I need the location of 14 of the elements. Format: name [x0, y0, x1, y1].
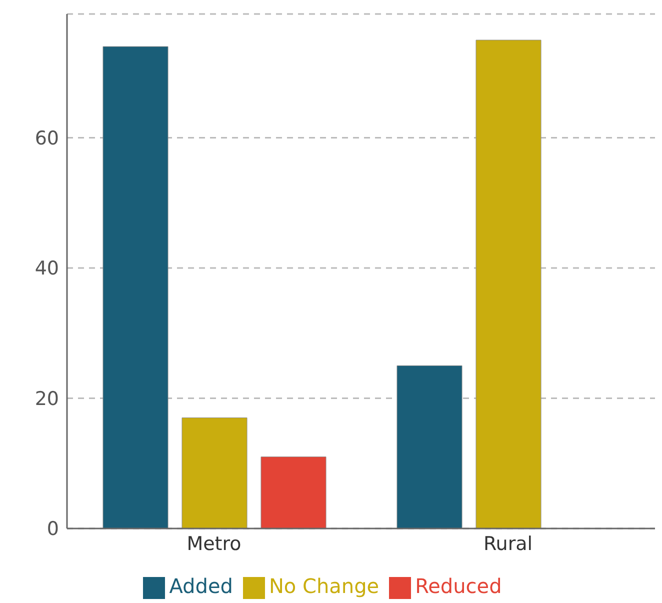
- legend-label: Added: [169, 574, 233, 598]
- y-tick-label: 40: [34, 258, 59, 280]
- bar: [102, 46, 168, 528]
- y-tick-label: 60: [34, 127, 59, 150]
- x-tick-label: Metro: [186, 532, 242, 555]
- x-tick-label: Rural: [483, 532, 533, 555]
- bar: [260, 456, 326, 528]
- y-tick-label: 20: [34, 388, 59, 410]
- bar: [182, 418, 248, 528]
- y-tick-label: 0: [46, 518, 59, 540]
- bar: [396, 365, 462, 528]
- legend-label: No Change: [268, 574, 380, 598]
- legend-label: Reduced: [415, 574, 502, 598]
- bar: [476, 40, 542, 528]
